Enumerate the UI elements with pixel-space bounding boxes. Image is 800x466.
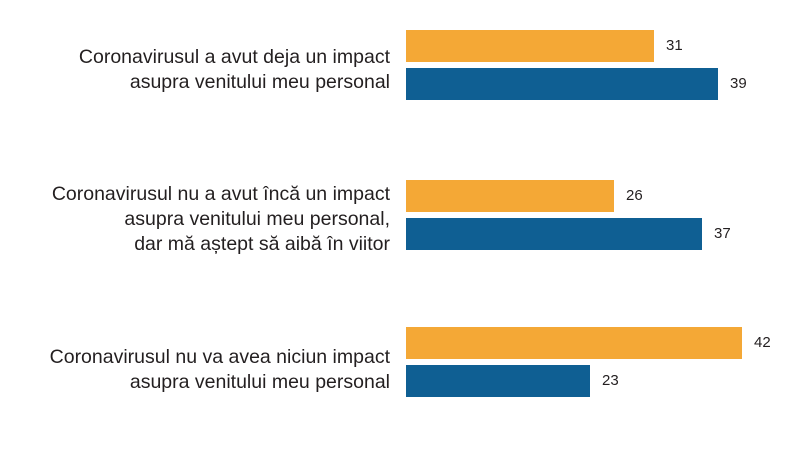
bar-series-1 [406, 180, 614, 212]
data-label: 39 [730, 75, 747, 92]
category-label: Coronavirusul nu va avea niciun impact a… [49, 346, 390, 393]
bar-series-1 [406, 30, 654, 62]
category-label: Coronavirusul a avut deja un impact asup… [78, 46, 390, 93]
bar-series-2 [406, 365, 590, 397]
data-label: 42 [754, 334, 771, 351]
data-label: 23 [602, 372, 619, 389]
category-label: Coronavirusul nu a avut încă un impact a… [51, 183, 390, 255]
data-label: 31 [666, 37, 683, 54]
bar-series-1 [406, 327, 742, 359]
bar-series-2 [406, 68, 718, 100]
bar-series-2 [406, 218, 702, 250]
data-label: 26 [626, 187, 643, 204]
data-label: 37 [714, 225, 731, 242]
